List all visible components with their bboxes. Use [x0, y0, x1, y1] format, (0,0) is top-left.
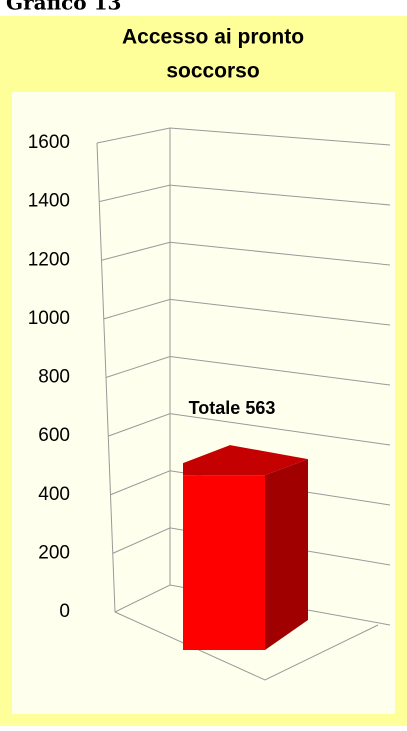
data-label: Totale 563 [189, 398, 276, 418]
chart-title: Accesso ai pronto [122, 26, 304, 49]
y-tick-label: 1400 [28, 191, 70, 212]
page-heading: Grafico 13 [6, 0, 121, 15]
y-tick-label: 400 [38, 484, 70, 505]
y-tick-label: 0 [59, 601, 70, 622]
wall-edge [96, 142, 116, 613]
y-tick-label: 1200 [28, 249, 70, 270]
bar-side [265, 459, 308, 650]
floor-edge [114, 611, 379, 681]
bar-top [183, 445, 308, 476]
y-tick-label: 800 [38, 367, 70, 388]
bar [183, 475, 265, 650]
y-tick-label: 600 [38, 425, 70, 446]
chart-title: soccorso [166, 60, 259, 83]
y-tick-label: 1600 [28, 132, 70, 153]
y-tick-label: 200 [38, 542, 70, 563]
y-tick-label: 1000 [28, 308, 70, 329]
